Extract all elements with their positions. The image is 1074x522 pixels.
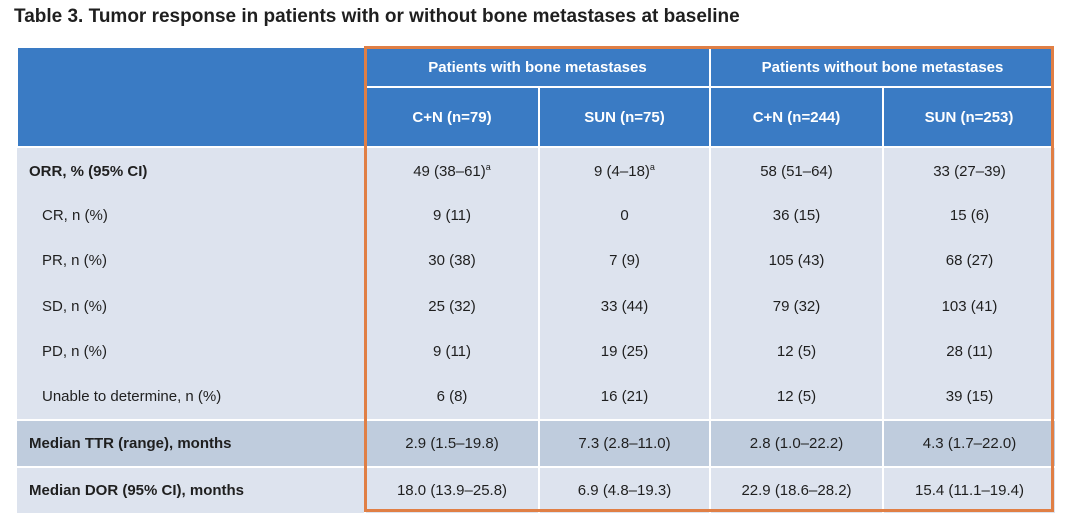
column-header-sun-without: SUN (n=253) bbox=[881, 86, 1057, 148]
row-label: PR, n (%) bbox=[17, 238, 365, 284]
cell-value: 9 (4–18) bbox=[594, 163, 650, 181]
row-label: Median TTR (range), months bbox=[17, 419, 365, 467]
table-row-cr: CR, n (%) 9 (11) 0 36 (15) 15 (6) bbox=[17, 192, 1056, 238]
table-cell: 2.9 (1.5–19.8) bbox=[364, 419, 539, 467]
table-cell: 25 (32) bbox=[364, 283, 539, 329]
row-label: Median DOR (95% CI), months bbox=[17, 466, 365, 513]
column-header-sun-with: SUN (n=75) bbox=[538, 86, 711, 148]
cell-value: 49 (38–61) bbox=[413, 163, 486, 181]
table-cell: 58 (51–64) bbox=[709, 147, 883, 193]
table-cell: 12 (5) bbox=[709, 374, 883, 420]
column-header-cn-with: C+N (n=79) bbox=[364, 86, 540, 148]
table-cell: 7.3 (2.8–11.0) bbox=[538, 419, 710, 467]
table-cell: 15 (6) bbox=[881, 192, 1056, 238]
row-label: SD, n (%) bbox=[17, 283, 365, 329]
table-title: Table 3. Tumor response in patients with… bbox=[14, 6, 740, 27]
table-cell: 36 (15) bbox=[709, 192, 883, 238]
table-cell: 16 (21) bbox=[538, 374, 710, 420]
table-cell: 9 (11) bbox=[364, 192, 539, 238]
column-header-cn-without: C+N (n=244) bbox=[709, 86, 884, 148]
row-label: Unable to determine, n (%) bbox=[17, 374, 365, 420]
table-cell: 7 (9) bbox=[538, 238, 710, 284]
table-cell: 33 (44) bbox=[538, 283, 710, 329]
table-cell: 33 (27–39) bbox=[881, 147, 1056, 193]
header-corner bbox=[16, 46, 366, 148]
table-cell: 19 (25) bbox=[538, 329, 710, 375]
group-header-with-bone-mets: Patients with bone metastases bbox=[364, 46, 711, 88]
table-cell: 2.8 (1.0–22.2) bbox=[709, 419, 883, 467]
table-row-pd: PD, n (%) 9 (11) 19 (25) 12 (5) 28 (11) bbox=[17, 329, 1056, 375]
table-cell: 0 bbox=[538, 192, 710, 238]
table-cell: 103 (41) bbox=[881, 283, 1056, 329]
table-cell: 4.3 (1.7–22.0) bbox=[881, 419, 1056, 467]
table-cell: 28 (11) bbox=[881, 329, 1056, 375]
table-cell: 22.9 (18.6–28.2) bbox=[709, 466, 883, 513]
row-label: CR, n (%) bbox=[17, 192, 365, 238]
table-row-median-ttr: Median TTR (range), months 2.9 (1.5–19.8… bbox=[17, 419, 1056, 467]
table-cell: 9 (4–18)a bbox=[538, 147, 710, 193]
table-row-unable-to-determine: Unable to determine, n (%) 6 (8) 16 (21)… bbox=[17, 374, 1056, 420]
tumor-response-table: Patients with bone metastases Patients w… bbox=[16, 46, 1057, 513]
table-row-pr: PR, n (%) 30 (38) 7 (9) 105 (43) 68 (27) bbox=[17, 238, 1056, 284]
table-cell: 49 (38–61)a bbox=[364, 147, 539, 193]
table-cell: 105 (43) bbox=[709, 238, 883, 284]
table-cell: 68 (27) bbox=[881, 238, 1056, 284]
table-cell: 15.4 (11.1–19.4) bbox=[881, 466, 1056, 513]
table-cell: 12 (5) bbox=[709, 329, 883, 375]
table-cell: 6.9 (4.8–19.3) bbox=[538, 466, 710, 513]
table-cell: 6 (8) bbox=[364, 374, 539, 420]
table-cell: 30 (38) bbox=[364, 238, 539, 284]
row-label: PD, n (%) bbox=[17, 329, 365, 375]
table-cell: 79 (32) bbox=[709, 283, 883, 329]
row-label: ORR, % (95% CI) bbox=[17, 147, 365, 193]
footnote-marker: a bbox=[649, 162, 655, 173]
group-header-without-bone-mets: Patients without bone metastases bbox=[708, 46, 1057, 88]
footnote-marker: a bbox=[485, 162, 491, 173]
table-row-sd: SD, n (%) 25 (32) 33 (44) 79 (32) 103 (4… bbox=[17, 283, 1056, 329]
table-cell: 39 (15) bbox=[881, 374, 1056, 420]
table-cell: 18.0 (13.9–25.8) bbox=[364, 466, 539, 513]
table-row-orr: ORR, % (95% CI) 49 (38–61)a 9 (4–18)a 58… bbox=[17, 147, 1056, 193]
table-cell: 9 (11) bbox=[364, 329, 539, 375]
table-row-median-dor: Median DOR (95% CI), months 18.0 (13.9–2… bbox=[17, 466, 1056, 513]
